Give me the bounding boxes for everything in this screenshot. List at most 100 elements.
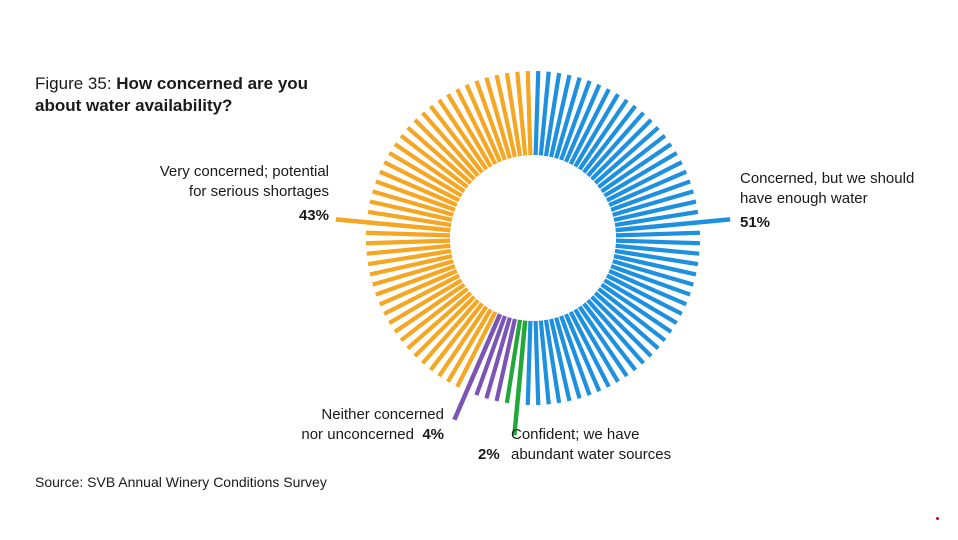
donut-bar <box>369 199 453 222</box>
donut-bar <box>612 189 694 217</box>
donut-bar <box>533 320 541 405</box>
red-dot <box>936 517 939 520</box>
donut-bar <box>593 291 660 351</box>
donut-bar <box>613 254 697 277</box>
donut-bar <box>615 238 700 246</box>
donut-bar <box>413 118 476 181</box>
pct-label: 51% <box>740 214 771 231</box>
donut-bar <box>610 179 691 212</box>
donut-bar <box>399 133 469 189</box>
donut-bar <box>614 209 699 228</box>
donut-bar <box>554 317 582 399</box>
donut-bar <box>554 77 582 159</box>
donut-bar <box>515 71 528 156</box>
donut-bar <box>372 259 454 287</box>
donut-bar <box>494 74 517 158</box>
donut-bar <box>464 83 502 163</box>
label-line: Confident; we have <box>511 426 640 443</box>
donut-bar <box>525 71 533 156</box>
donut-bar <box>494 318 517 402</box>
donut-bar <box>590 295 653 358</box>
leader-bar <box>615 217 731 233</box>
donut-bar <box>543 319 562 404</box>
label-neither: Neither concerned nor unconcerned 4% <box>301 405 444 445</box>
label-line: have enough water <box>740 190 868 207</box>
pct-label: 43% <box>298 207 329 224</box>
donut-bar <box>586 111 646 178</box>
donut-bar <box>525 320 533 405</box>
donut-bar <box>603 278 678 325</box>
donut-bar <box>367 209 452 228</box>
chart-title: Figure 35: How concerned are you about w… <box>35 73 335 117</box>
donut-bar <box>593 125 660 185</box>
donut-bar <box>606 160 683 203</box>
donut-bar <box>615 230 700 238</box>
donut-bar <box>437 98 489 171</box>
title-text: How concerned are you about water availa… <box>35 74 309 115</box>
leader-bar <box>335 217 451 233</box>
donut-bar <box>446 308 493 383</box>
donut-bar <box>474 315 507 396</box>
source-note: Source: SVB Annual Winery Conditions Sur… <box>35 474 327 490</box>
donut-bar <box>568 311 611 388</box>
donut-bar <box>388 151 463 198</box>
donut-bar <box>573 93 620 168</box>
donut-bar <box>406 291 473 351</box>
donut-bar <box>590 118 653 181</box>
donut-bar <box>383 160 460 203</box>
donut-bar <box>504 319 523 404</box>
donut-bar <box>455 311 498 388</box>
donut-bar <box>378 269 458 307</box>
donut-bar <box>372 189 454 217</box>
donut-bar <box>378 169 458 207</box>
donut-bar <box>366 238 451 246</box>
donut-bar <box>393 142 466 194</box>
donut-bar <box>573 308 620 383</box>
donut-bar <box>603 151 678 198</box>
label-line: Neither concerned <box>321 406 444 423</box>
donut-bar <box>388 278 463 325</box>
donut-bar <box>608 269 688 307</box>
donut-bar <box>446 93 493 168</box>
donut-bar <box>393 282 466 334</box>
title-prefix: Figure 35: <box>35 74 117 93</box>
donut-bar <box>564 313 602 393</box>
donut-bar <box>568 88 611 165</box>
donut-bar <box>437 305 489 378</box>
donut-bar <box>375 264 456 297</box>
label-line: Concerned, but we should <box>740 170 915 187</box>
donut-bar <box>369 254 453 277</box>
donut-bar <box>474 80 507 161</box>
donut-bar <box>406 125 473 185</box>
donut-bar <box>375 179 456 212</box>
label-concerned: Concerned, but we should have enough wat… <box>740 169 914 233</box>
donut-bar <box>600 282 673 334</box>
donut-bar <box>428 302 484 372</box>
label-very-concerned: Very concerned; potential for serious sh… <box>160 162 329 226</box>
donut-bar <box>366 230 451 238</box>
donut-bar <box>455 88 498 165</box>
label-confident: Confident; we have abundant water source… <box>511 425 671 465</box>
donut-bar <box>420 111 480 178</box>
donut-bar <box>612 259 694 287</box>
donut-bar <box>538 320 551 405</box>
pct-label: 2% <box>478 446 500 463</box>
donut-bar <box>549 318 572 402</box>
donut-bar <box>564 83 602 163</box>
leader-bar <box>512 320 528 436</box>
donut-bar <box>399 287 469 343</box>
donut-bar <box>484 317 512 399</box>
label-line: for serious shortages <box>188 183 329 200</box>
donut-bar <box>600 142 673 194</box>
donut-bar <box>582 104 638 174</box>
donut-bar <box>543 72 562 157</box>
donut-bar <box>420 298 480 365</box>
donut-bar <box>577 305 629 378</box>
pct-label: 4% <box>422 426 444 443</box>
label-line: nor unconcerned <box>301 426 414 443</box>
donut-bar <box>484 77 512 159</box>
donut-bar <box>559 80 592 161</box>
donut-bar <box>428 104 484 174</box>
donut-bar <box>608 169 688 207</box>
